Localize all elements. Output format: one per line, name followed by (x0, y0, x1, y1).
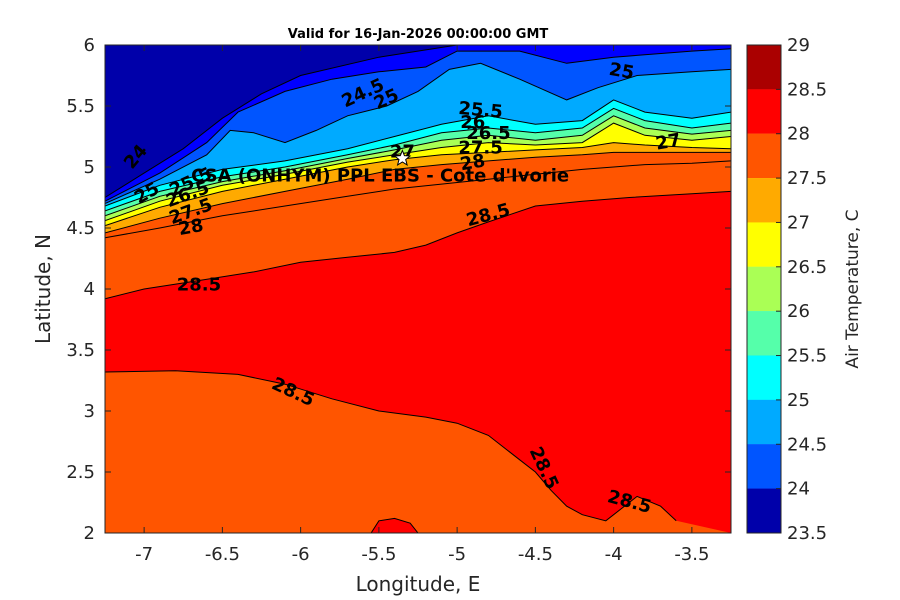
colorbar-tick-label: 27.5 (787, 168, 827, 189)
x-tick-label: -4.5 (518, 544, 553, 565)
contour-line-26-5 (105, 115, 731, 217)
colorbar-tick-label: 28 (787, 124, 810, 145)
colorbar-swatch-26 (747, 266, 781, 312)
colorbar-title: Air Temperature, C (843, 209, 863, 368)
band-28-5-to-29 (105, 191, 731, 533)
contour-lines (105, 45, 731, 533)
y-tick-label: 5 (84, 157, 95, 178)
colorbar-tick-label: 24 (787, 479, 810, 500)
colorbar-tick-label: 28.5 (787, 79, 827, 100)
contour-label: 25.5 (458, 98, 504, 123)
colorbar-tick-label: 24.5 (787, 434, 827, 455)
x-axis-label: Longitude, E (356, 572, 481, 596)
contour-line-small-patch (370, 517, 419, 533)
colorbar-tick-label: 25.5 (787, 346, 827, 367)
colorbar-tick-label: 29 (787, 35, 810, 56)
contour-bands (105, 45, 731, 533)
colorbar-frame (746, 44, 782, 534)
plot-area (105, 45, 731, 533)
x-tick-label: -5 (448, 544, 466, 565)
y-tick-label: 6 (84, 35, 95, 56)
y-tick-label: 2.5 (66, 462, 95, 483)
x-tick-label: -3.5 (674, 544, 709, 565)
contour-line-29 (105, 190, 731, 300)
site-label: CSA (ONHYM) PPL EBS - Cote d'Ivorie (191, 166, 569, 187)
contour-label: 26 (460, 112, 485, 133)
contour-line-24 (105, 45, 731, 198)
x-tick-label: -4 (605, 544, 623, 565)
y-axis-label: Latitude, N (31, 234, 55, 344)
contour-line-28-5 (105, 160, 731, 239)
y-tick-label: 4 (84, 279, 95, 300)
contour-label: 27 (654, 130, 682, 155)
colorbar-tick-label: 25 (787, 390, 810, 411)
x-tick-label: -7 (135, 544, 153, 565)
site-marker-group: CSA (ONHYM) PPL EBS - Cote d'Ivorie (191, 149, 569, 187)
colorbar-tick-label: 26 (787, 301, 810, 322)
contour-line-24-5 (105, 48, 731, 202)
contour-label: 25 (607, 59, 635, 84)
contour-line-25 (105, 62, 731, 205)
y-tick-label: 3.5 (66, 340, 95, 361)
x-axis-ticks: -7 -6.5 -6 -5.5 -5 -4.5 -4 -3.5 (135, 45, 709, 565)
colorbar-swatch-25 (747, 355, 781, 400)
y-tick-label: 3 (84, 401, 95, 422)
x-tick-label: -5.5 (361, 544, 396, 565)
colorbar-swatch-23-5 (747, 488, 781, 533)
contour-line-bottom-28-5 (105, 370, 677, 522)
site-star-icon (393, 149, 412, 166)
contour-label: 27.5 (458, 138, 502, 159)
colorbar-swatch-top (747, 45, 781, 90)
contour-label: 28 (177, 215, 205, 240)
colorbar-tick-labels: 29 28.5 28 27.5 27 26.5 26 25.5 25 24.5 24 23.5 (776, 35, 827, 544)
contour-line-28 (105, 151, 731, 234)
y-axis-ticks: 6 5.5 5 4.5 4 3.5 3 2.5 2 (66, 35, 731, 544)
colorbar-tick-label: 26.5 (787, 257, 827, 278)
colorbar-swatch-26-5 (747, 222, 781, 267)
contour-line-27-5 (105, 142, 731, 227)
y-tick-label: 2 (84, 523, 95, 544)
contour-label: 28 (459, 150, 487, 175)
colorbar-tick-label: 23.5 (787, 523, 827, 544)
y-tick-label: 4.5 (66, 218, 95, 239)
x-tick-label: -6.5 (205, 544, 240, 565)
colorbar-swatch-25-5 (747, 311, 781, 356)
colorbar-swatch-24 (747, 444, 781, 489)
band-24 (105, 45, 731, 198)
contour-label: 26.5 (466, 123, 510, 144)
chart-title: Valid for 16-Jan-2026 00:00:00 GMT (288, 27, 549, 42)
contour-line-26 (105, 107, 731, 212)
contour-line-27 (105, 122, 731, 222)
x-tick-label: -6 (292, 544, 310, 565)
colorbar-swatch-27-5 (747, 133, 781, 179)
contour-line-25-5 (105, 99, 731, 207)
colorbar (746, 44, 782, 534)
colorbar-swatch-27 (747, 178, 781, 223)
colorbar-tick-label: 27 (787, 212, 810, 233)
colorbar-swatch-28 (747, 89, 781, 134)
colorbar-swatch-24-5 (747, 399, 781, 445)
contour-label: 28.5 (177, 274, 221, 295)
y-tick-label: 5.5 (66, 96, 95, 117)
